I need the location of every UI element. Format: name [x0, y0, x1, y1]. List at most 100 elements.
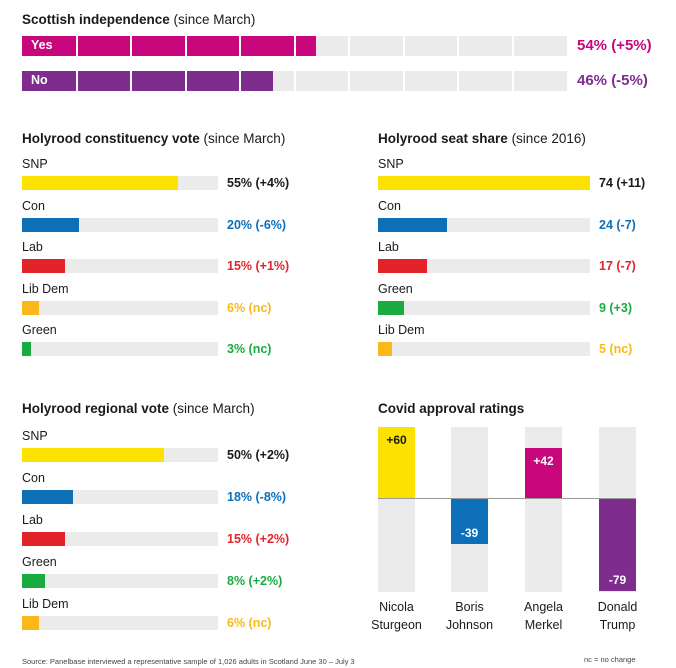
gridline	[184, 36, 187, 56]
gridline	[511, 36, 514, 56]
covid-name-first-1: Boris	[455, 600, 484, 614]
constituency-value-2: 15% (+1%)	[227, 259, 290, 273]
covid-value-2: +42	[533, 454, 554, 469]
gridline	[293, 36, 296, 56]
regional-label-0: SNP	[22, 429, 48, 443]
seats-track-3	[378, 300, 590, 315]
seats-label-3: Green	[378, 281, 413, 296]
seats-value-4: 5 (nc)	[599, 342, 633, 356]
covid-name-first-2: Angela	[524, 600, 563, 614]
regional-value-0: 50% (+2%)	[227, 448, 290, 462]
constituency-track-0	[22, 176, 218, 190]
constituency-label-4: Green	[22, 323, 57, 337]
regional-label-4: Lib Dem	[22, 597, 69, 611]
regional-track-2	[22, 532, 218, 546]
regional-label-1: Con	[22, 471, 45, 485]
covid-zero-line	[378, 498, 636, 499]
gridline	[184, 71, 187, 91]
regional-bar-2	[22, 532, 65, 546]
constituency-value-3: 6% (nc)	[227, 300, 272, 315]
covid-name-last-1: Johnson	[445, 618, 494, 632]
no-bar-track: No	[22, 71, 567, 91]
constituency-track-3	[22, 300, 218, 315]
constituency-bar-2	[22, 259, 65, 273]
seats-value-0: 74 (+11)	[599, 176, 646, 190]
seats-value-3: 9 (+3)	[599, 300, 633, 315]
covid-value-3: -79	[608, 573, 627, 588]
regional-value-4: 6% (nc)	[227, 616, 272, 630]
gridline	[348, 36, 350, 56]
regional-bar-0	[22, 448, 164, 462]
constituency-bar-0	[22, 176, 179, 190]
seats-label-0: SNP	[378, 157, 404, 171]
seats-label-1: Con	[378, 198, 401, 213]
gridline	[75, 71, 78, 91]
covid-name-first-0: Nicola	[379, 600, 414, 614]
constituency-track-2	[22, 259, 218, 273]
constituency-track-1	[22, 217, 218, 232]
regional-track-3	[22, 574, 218, 588]
gridline	[348, 71, 350, 91]
regional-track-4	[22, 616, 218, 630]
covid-name-2: Angela Merkel	[506, 598, 581, 634]
covid-name-1: Boris Johnson	[432, 598, 507, 634]
covid-bar-2	[525, 448, 562, 498]
seats-track-0	[378, 176, 590, 190]
gridline	[511, 71, 514, 91]
seats-label-2: Lab	[378, 240, 399, 254]
regional-title: Holyrood regional vote (since March)	[22, 401, 255, 416]
constituency-bar-1	[22, 217, 79, 232]
no-label: No	[31, 73, 48, 87]
constituency-label-2: Lab	[22, 240, 43, 254]
regional-value-2: 15% (+2%)	[227, 532, 290, 546]
seats-value-2: 17 (-7)	[599, 259, 636, 273]
covid-bar-1	[451, 498, 488, 545]
seats-track-1	[378, 217, 590, 232]
gridline	[402, 36, 405, 56]
seats-label-4: Lib Dem	[378, 323, 425, 337]
constituency-label-3: Lib Dem	[22, 281, 69, 296]
regional-label-2: Lab	[22, 513, 43, 527]
yes-label: Yes	[31, 38, 53, 52]
regional-value-1: 18% (-8%)	[227, 490, 287, 504]
independence-title: Scottish independence (since March)	[22, 12, 256, 27]
seats-value-1: 24 (-7)	[599, 217, 636, 232]
constituency-value-4: 3% (nc)	[227, 342, 272, 356]
regional-track-1	[22, 490, 218, 504]
covid-name-first-3: Donald	[597, 600, 638, 614]
seats-track-4	[378, 342, 590, 356]
covid-name-last-3: Trump	[599, 618, 636, 632]
seats-bar-3	[378, 300, 404, 315]
no-bar	[22, 71, 273, 91]
gridline	[75, 36, 78, 56]
gridline	[239, 71, 241, 91]
seats-track-2	[378, 259, 590, 273]
regional-value-3: 8% (+2%)	[227, 574, 283, 588]
covid-name-last-2: Merkel	[524, 618, 563, 632]
regional-bar-3	[22, 574, 45, 588]
gridline	[457, 36, 459, 56]
no-value: 46% (-5%)	[577, 72, 648, 89]
yes-bar	[22, 36, 317, 56]
covid-value-1: -39	[460, 526, 479, 541]
regional-label-3: Green	[22, 555, 57, 569]
seats-bar-1	[378, 217, 447, 232]
seats-title: Holyrood seat share (since 2016)	[378, 131, 586, 146]
yes-value: 54% (+5%)	[577, 37, 652, 54]
constituency-label-0: SNP	[22, 157, 48, 171]
constituency-value-1: 20% (-6%)	[227, 217, 287, 232]
gridline	[239, 36, 241, 56]
seats-bar-0	[378, 176, 590, 190]
covid-title: Covid approval ratings	[378, 401, 525, 416]
regional-bar-1	[22, 490, 74, 504]
regional-bar-4	[22, 616, 40, 630]
covid-name-3: Donald Trump	[580, 598, 655, 634]
gridline	[130, 36, 132, 56]
yes-bar-track: Yes	[22, 36, 567, 56]
constituency-value-0: 55% (+4%)	[227, 176, 290, 190]
covid-value-0: +60	[386, 433, 407, 447]
gridline	[293, 71, 296, 91]
covid-name-0: Nicola Sturgeon	[359, 598, 434, 634]
constituency-track-4	[22, 342, 218, 356]
covid-bar-0	[378, 427, 415, 498]
